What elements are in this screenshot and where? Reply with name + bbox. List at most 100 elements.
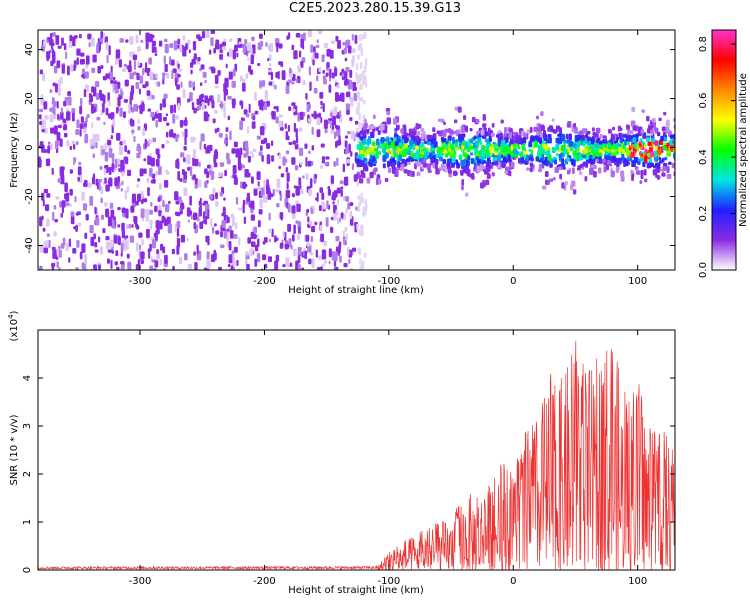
spectrogram-cell	[176, 237, 181, 248]
spectrogram-cell	[361, 264, 365, 270]
spectrogram-cell	[148, 139, 152, 144]
spectrogram-cell	[432, 127, 436, 133]
spectrogram-cell	[333, 161, 337, 167]
snr-x-tick-label: -100	[377, 576, 400, 587]
spectrogram-cell	[572, 167, 575, 175]
spectrogram-cell	[636, 170, 641, 175]
spectrogram-cell	[108, 147, 113, 158]
spectrogram-cell	[287, 223, 292, 232]
spectrogram-cell	[152, 137, 157, 143]
spectrogram-cell	[611, 134, 615, 141]
spectrogram-cell	[607, 129, 612, 134]
spectrogram-cell	[497, 130, 502, 134]
spectrogram-cell	[554, 159, 557, 165]
spectrogram-cell	[137, 118, 140, 124]
spectrogram-cell	[658, 117, 662, 122]
spectrogram-cell	[161, 72, 166, 76]
spectrogram-cell	[311, 113, 314, 118]
spectrogram-cell	[651, 162, 654, 168]
spectrogram-cell	[124, 145, 127, 153]
spectrogram-cell	[216, 127, 220, 133]
spectrogram-cell	[186, 207, 191, 217]
spectrogram-cell	[186, 237, 190, 242]
spectrogram-cell	[102, 75, 107, 81]
spectrogram-cell	[350, 151, 353, 157]
spectrogram-cell	[249, 47, 253, 55]
spectrogram-cell	[343, 176, 349, 186]
spectrogram-cell	[85, 116, 88, 124]
spectrogram-cell	[411, 153, 416, 157]
spectrogram-cell	[81, 243, 86, 253]
spectrogram-cell	[347, 130, 351, 135]
spectrogram-cell	[139, 75, 144, 84]
spectrogram-cell	[251, 44, 256, 54]
spectrogram-cell	[166, 122, 170, 126]
spectrogram-cell	[561, 134, 566, 141]
spectrogram-cell	[168, 200, 171, 205]
spectrogram-cell	[529, 162, 534, 168]
spectrogram-cell	[215, 39, 220, 50]
spectrogram-cell	[301, 267, 305, 270]
colorbar-label: Normalized spectral amplitude	[738, 73, 749, 227]
spectrogram-cell	[156, 81, 161, 87]
spectrogram-cell	[221, 41, 227, 47]
spectrogram-cell	[206, 258, 211, 269]
spectrogram-cell	[297, 112, 300, 122]
spectrogram-cell	[200, 64, 205, 70]
spectrogram-cell	[355, 173, 359, 180]
spectrogram-cell	[286, 172, 290, 182]
spectrogram-cell	[78, 161, 82, 166]
spectrogram-cell	[180, 234, 186, 243]
spectrogram-cell	[199, 221, 204, 230]
spectrogram-cell	[447, 169, 452, 174]
spectrogram-cell	[242, 43, 247, 54]
spectrogram-cell	[111, 153, 115, 164]
spectrogram-cell	[477, 150, 481, 155]
spectrogram-cell	[183, 187, 188, 197]
spectrogram-cell	[606, 155, 610, 160]
spectrogram-cell	[128, 223, 132, 229]
spectrogram-cell	[641, 109, 645, 113]
spectrogram-cell	[121, 230, 126, 239]
spectrogram-cell	[642, 161, 646, 168]
spectrogram-cell	[131, 193, 136, 203]
spectrogram-cell	[331, 121, 335, 130]
colorbar: 0.00.20.40.60.8 Normalized spectral ampl…	[698, 29, 749, 278]
spectrogram-cell	[84, 122, 87, 127]
spectrogram-cell	[291, 205, 296, 214]
spectrogram-cell	[593, 149, 598, 153]
spectrogram-cell	[242, 82, 246, 92]
spectrogram-cell	[243, 183, 248, 188]
spectrogram-cell	[433, 141, 438, 148]
spectrogram-cell	[599, 134, 603, 139]
spectrogram-cell	[110, 209, 115, 218]
spectrogram-cell	[361, 196, 364, 203]
spectrogram-cell	[124, 79, 129, 87]
spectrogram-cell	[360, 61, 363, 70]
spectrogram-cell	[469, 152, 474, 156]
spectrogram-cell	[344, 140, 348, 148]
spectrogram-cell	[598, 167, 602, 174]
spectrogram-cell	[75, 141, 79, 146]
spectrogram-cell	[286, 135, 290, 141]
spectrogram-cell	[404, 136, 408, 144]
spectrogram-cell	[513, 156, 517, 160]
spectrogram-cell	[373, 148, 379, 152]
spectrogram-cell	[138, 105, 141, 109]
spectrogram-cell	[314, 221, 318, 226]
spectrogram-cell	[438, 156, 444, 162]
spectrogram-cell	[42, 72, 46, 82]
spectrogram-cell	[75, 129, 80, 136]
spectrogram-cell	[120, 268, 124, 270]
spectrogram-cell	[42, 227, 46, 232]
spectrogram-cell	[143, 168, 147, 174]
spectrogram-cell	[100, 197, 103, 204]
spectrogram-cell	[209, 95, 213, 102]
spectrogram-cell	[394, 168, 399, 176]
spectrogram-cell	[254, 258, 258, 267]
spectrogram-cell	[246, 126, 250, 134]
spectrogram-cell	[634, 142, 638, 148]
spectrogram-cell	[189, 195, 192, 206]
spectrogram-cell	[90, 104, 94, 114]
spectrogram-cell	[408, 140, 414, 144]
